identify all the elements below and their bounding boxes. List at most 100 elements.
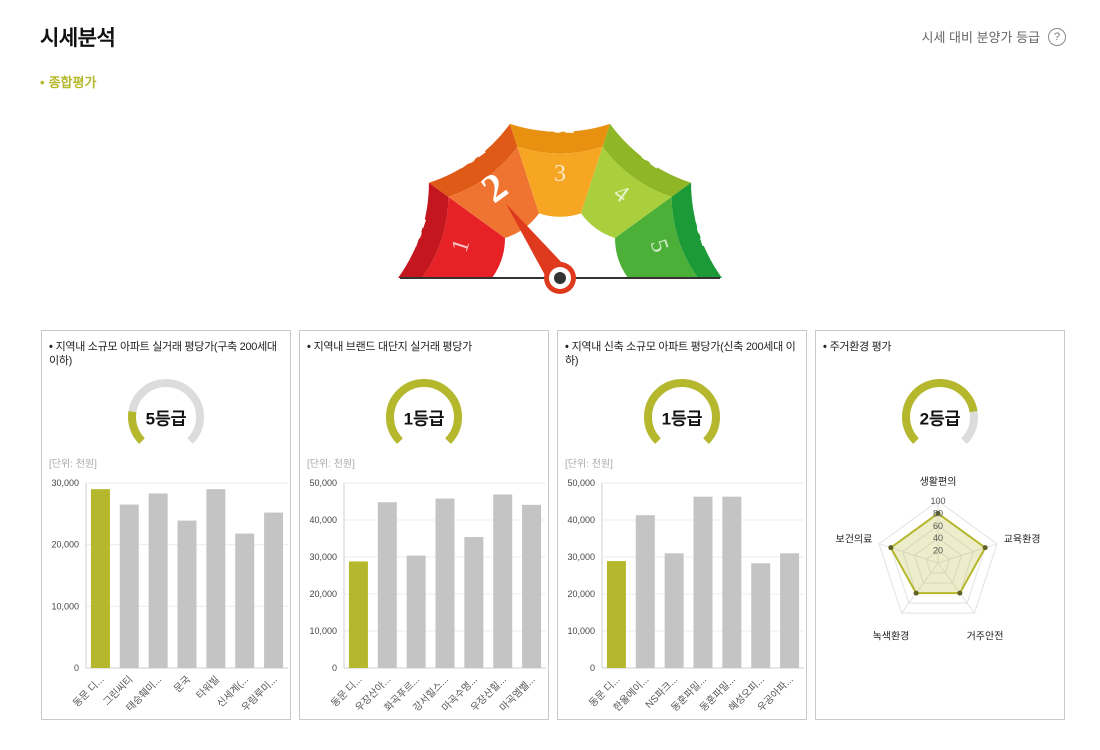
- grade-value: 1등급: [662, 410, 703, 429]
- y-tick-label: 10,000: [567, 626, 595, 636]
- y-tick-label: 30,000: [567, 552, 595, 562]
- bar[interactable]: [464, 537, 484, 668]
- bar[interactable]: [664, 553, 684, 668]
- gauge-segment-5: [615, 196, 698, 278]
- gauge-outer-band-5: [671, 182, 722, 278]
- y-tick-label: 50,000: [309, 478, 337, 488]
- card-small-apartment: 지역내 소규모 아파트 실거래 평당가(구축 200세대 이하) 5등급 [단위…: [41, 330, 291, 720]
- radar-point[interactable]: [913, 590, 919, 596]
- bar[interactable]: [148, 493, 168, 668]
- radar-point[interactable]: [935, 510, 941, 516]
- y-tick-label: 20,000: [51, 540, 79, 550]
- bar[interactable]: [264, 512, 284, 668]
- gauge-segment-1: [422, 196, 505, 278]
- donut-fill: [644, 379, 720, 444]
- y-tick-label: 20,000: [309, 589, 337, 599]
- y-tick-label: 20,000: [567, 589, 595, 599]
- grade-value: 2등급: [920, 410, 961, 429]
- x-tick-label: 타워빌: [193, 673, 222, 702]
- radar-grid: [878, 500, 998, 614]
- unit-label: [단위: 천원]: [49, 459, 97, 470]
- y-tick-label: 0: [332, 663, 337, 673]
- y-tick-label: 30,000: [51, 478, 79, 488]
- gauge-outer-band-4: [602, 123, 692, 197]
- grade-donut: 1등급: [386, 379, 462, 444]
- gauge-outer-label: 3등급: [544, 120, 575, 135]
- gauge-outer-band-2: [428, 123, 518, 197]
- section-label-overall: 종합평가: [40, 72, 97, 91]
- bar[interactable]: [435, 498, 455, 668]
- radar-grid: [925, 549, 951, 574]
- radar-tick-label: 80: [933, 508, 943, 518]
- donut-fill: [386, 379, 462, 444]
- radar-axis-label: 거주안전: [967, 631, 1004, 643]
- page-title: 시세분석: [40, 27, 116, 50]
- bar[interactable]: [406, 555, 426, 668]
- gauge-outer-band-3: [509, 123, 611, 154]
- card-title: 지역내 소규모 아파트 실거래 평당가(구축 200세대 이하): [49, 340, 280, 368]
- radar-tick-label: 40: [933, 533, 943, 543]
- bar[interactable]: [90, 489, 110, 668]
- grade-donut: 5등급: [128, 379, 204, 444]
- bar[interactable]: [722, 496, 742, 668]
- radar-spoke: [901, 562, 939, 614]
- y-tick-label: 30,000: [309, 552, 337, 562]
- radar-tick-label: 60: [933, 521, 943, 531]
- bar[interactable]: [751, 563, 771, 668]
- radar-axis-label: 보건의료: [836, 533, 873, 545]
- bar[interactable]: [235, 533, 255, 668]
- bar[interactable]: [177, 520, 197, 668]
- radar-point[interactable]: [888, 545, 894, 551]
- bar[interactable]: [522, 504, 542, 668]
- donut-fill: [902, 379, 978, 444]
- donut-fill: [128, 411, 145, 444]
- card-title: 지역내 신축 소규모 아파트 평당가(신축 200세대 이하): [565, 340, 796, 368]
- radar-spoke: [937, 562, 975, 614]
- price-grade-link[interactable]: 시세 대비 분양가 등급 ?: [922, 27, 1066, 46]
- card-title: 주거환경 평가: [823, 340, 1054, 354]
- bar[interactable]: [606, 561, 626, 668]
- price-grade-link-label: 시세 대비 분양가 등급: [921, 30, 1040, 45]
- y-tick-label: 0: [74, 663, 79, 673]
- y-tick-label: 40,000: [309, 515, 337, 525]
- help-icon[interactable]: ?: [1048, 27, 1066, 46]
- grade-donut: 1등급: [644, 379, 720, 444]
- gauge-segment-4: [581, 146, 672, 239]
- gauge-inner-label: 3: [554, 161, 566, 187]
- radar-axis-label: 생활편의: [920, 475, 957, 488]
- card-title: 지역내 브랜드 대단지 실거래 평당가: [307, 340, 538, 354]
- radar-point[interactable]: [957, 590, 963, 596]
- x-tick-label: 동문 디...: [71, 674, 107, 710]
- bar[interactable]: [693, 496, 713, 668]
- bar[interactable]: [780, 553, 800, 668]
- grade-donut: 2등급: [902, 379, 978, 444]
- radar-tick-label: 20: [933, 546, 943, 556]
- bar[interactable]: [119, 504, 139, 668]
- gauge-needle-icon: [505, 203, 576, 294]
- radar-point[interactable]: [982, 545, 988, 551]
- radar-grid: [913, 537, 963, 584]
- card-brand-complex: 지역내 브랜드 대단지 실거래 평당가 1등급 [단위: 천원] 0 10,000…: [299, 330, 549, 720]
- card-new-small-apartment: 지역내 신축 소규모 아파트 평당가(신축 200세대 이하) 1등급 [단위:…: [557, 330, 807, 720]
- y-tick-label: 10,000: [309, 626, 337, 636]
- radar-axis-label: 녹색환경: [873, 630, 910, 643]
- y-tick-label: 50,000: [567, 478, 595, 488]
- bar[interactable]: [635, 515, 655, 668]
- grade-value: 1등급: [404, 410, 445, 429]
- radar-area: [889, 512, 987, 595]
- bar[interactable]: [493, 494, 513, 668]
- bar[interactable]: [348, 561, 368, 668]
- bar[interactable]: [206, 489, 226, 668]
- gauge-outer-band-1: [398, 182, 449, 278]
- y-tick-label: 10,000: [51, 601, 79, 611]
- gauge-segment-3: [517, 146, 603, 217]
- bar[interactable]: [377, 502, 397, 668]
- grade-value: 5등급: [146, 410, 187, 429]
- unit-label: [단위: 천원]: [307, 459, 355, 470]
